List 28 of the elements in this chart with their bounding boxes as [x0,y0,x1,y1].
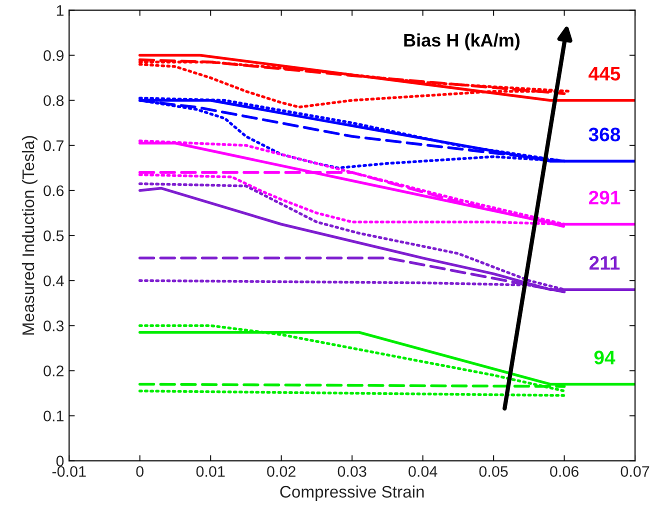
y-tick-label: 0.1 [44,410,64,422]
x-tick-label: 0 [136,466,144,477]
x-tick-label: 0.03 [338,466,366,477]
x-tick-label: 0.07 [620,466,650,477]
x-tick-label: 0.06 [550,466,579,477]
y-axis-title: Measured Induction (Tesla) [22,136,38,335]
x-tick-label: 0.02 [267,466,296,477]
y-tick-label: 0.3 [44,320,64,332]
y-tick-label: 0.2 [44,366,64,376]
y-tick-label: 1 [56,5,64,16]
y-tick-label: 0.4 [44,275,64,286]
y-tick-label: 0.5 [44,230,64,242]
x-tick-label: 0.04 [408,466,438,477]
series-label: 291 [588,190,620,204]
y-tick-label: 0 [56,456,64,466]
y-tick-label: 0.6 [44,185,64,196]
series-label: 94 [594,350,616,364]
series-label: 445 [588,67,620,81]
y-tick-label: 0.7 [44,140,64,152]
series-label: 211 [589,256,620,270]
x-tick-label: 0.01 [196,466,225,477]
series-label: 368 [588,128,620,142]
y-tick-label: 0.9 [44,50,64,61]
annotation: Bias H (kA/m) [404,33,520,50]
x-tick-label: 0.05 [479,466,508,477]
y-tick-label: 0.8 [44,95,64,106]
x-axis-title: Compressive Strain [280,485,424,501]
x-tick-label: -0.01 [52,466,86,477]
